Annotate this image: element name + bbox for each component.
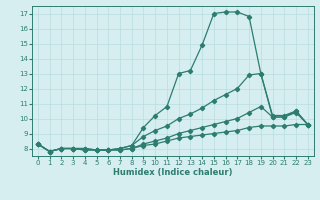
X-axis label: Humidex (Indice chaleur): Humidex (Indice chaleur) xyxy=(113,168,233,177)
